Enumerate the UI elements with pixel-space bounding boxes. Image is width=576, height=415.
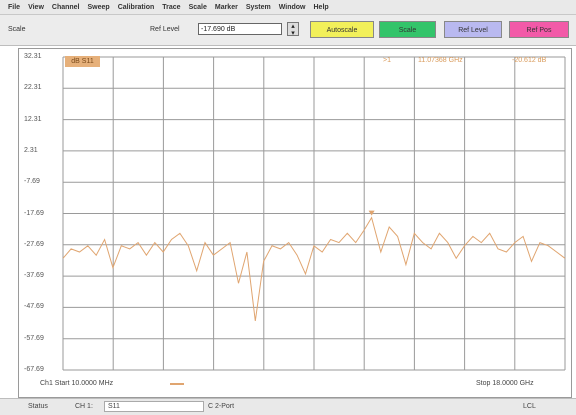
ref-level-label: Ref Level	[150, 26, 180, 33]
marker-value: -20.612 dB	[512, 57, 547, 64]
scale-label: Scale	[8, 26, 26, 33]
menu-system[interactable]: System	[245, 3, 271, 11]
trace-legend-swatch	[170, 383, 184, 385]
status-bar: Status CH 1: S11 C 2-Port LCL	[0, 398, 576, 415]
menu-calibration[interactable]: Calibration	[117, 3, 155, 11]
y-tick-label: 2.31	[24, 146, 38, 154]
ref-level-button[interactable]: Ref Level	[444, 21, 502, 38]
menu-window[interactable]: Window	[278, 3, 306, 11]
port-label: C 2-Port	[208, 403, 235, 410]
scale-button[interactable]: Scale	[379, 21, 436, 38]
menu-channel[interactable]: Channel	[51, 3, 80, 11]
y-tick-label: -27.69	[24, 240, 44, 248]
marker-number: >1	[383, 57, 391, 64]
y-tick-label: -7.69	[24, 178, 40, 186]
y-tick-label: 32.31	[24, 53, 42, 60]
autoscale-button[interactable]: Autoscale	[310, 21, 374, 38]
y-tick-label: -67.69	[24, 366, 44, 373]
menu-scale[interactable]: Scale	[188, 3, 207, 11]
status-label: Status	[28, 403, 48, 410]
stop-frequency: Stop 18.0000 GHz	[476, 380, 534, 387]
ref-level-input[interactable]: -17.690 dB	[198, 23, 282, 35]
menu-help[interactable]: Help	[313, 3, 329, 11]
channel-label: CH 1:	[75, 403, 93, 410]
menu-bar: File View Channel Sweep Calibration Trace Scal…	[0, 0, 576, 15]
y-tick-label: 22.31	[24, 84, 42, 92]
ref-pos-button[interactable]: Ref Pos	[509, 21, 569, 38]
y-tick-label: -37.69	[24, 272, 44, 280]
menu-sweep[interactable]: Sweep	[87, 3, 110, 11]
y-tick-label: -47.69	[24, 303, 44, 311]
menu-trace[interactable]: Trace	[162, 3, 181, 11]
trace-display	[18, 48, 572, 398]
y-tick-label: -17.69	[24, 209, 44, 217]
start-frequency: Ch1 Start 10.0000 MHz	[40, 380, 114, 387]
menu-marker[interactable]: Marker	[214, 3, 238, 11]
menu-file[interactable]: File	[8, 3, 21, 11]
lcl-label: LCL	[523, 403, 536, 410]
trace-marker-box[interactable]: dB S11	[65, 56, 100, 67]
parameter-field[interactable]	[104, 401, 204, 412]
ref-level-spinner[interactable]: ▴ ▾	[287, 22, 299, 37]
parameter-value: S11	[108, 403, 120, 410]
y-tick-label: -57.69	[24, 334, 44, 342]
marker-frequency: 11.07368 GHz	[418, 57, 463, 64]
menu-view[interactable]: View	[28, 3, 44, 11]
toolbar: Scale Ref Level -17.690 dB ▴ ▾ Autoscale …	[0, 15, 576, 46]
y-tick-label: 12.31	[24, 115, 42, 123]
